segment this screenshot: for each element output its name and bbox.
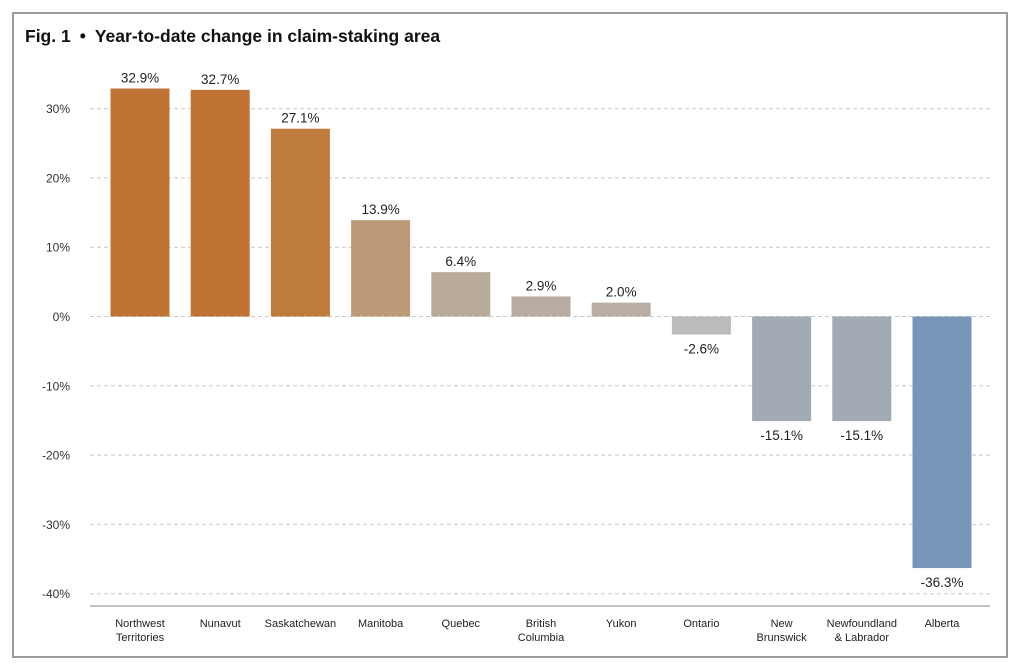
bar xyxy=(431,272,491,317)
y-tick-label: 10% xyxy=(46,241,70,255)
y-tick-label: 30% xyxy=(46,102,70,116)
data-label: 6.4% xyxy=(445,254,476,269)
title-separator: • xyxy=(79,26,86,46)
y-tick-label: -40% xyxy=(42,587,70,601)
data-label: -36.3% xyxy=(921,575,964,590)
y-tick-label: -20% xyxy=(42,449,70,463)
data-label: 32.9% xyxy=(121,71,159,86)
bar xyxy=(110,88,170,317)
x-tick-label: Yukon xyxy=(606,618,637,630)
bar xyxy=(912,316,972,569)
data-label: -15.1% xyxy=(760,428,803,443)
data-label: 13.9% xyxy=(361,202,399,217)
chart-title: Fig. 1 • Year-to-date change in claim-stak… xyxy=(25,26,440,47)
y-tick-label: -30% xyxy=(42,518,70,532)
y-tick-label: 20% xyxy=(46,171,70,185)
y-tick-label: 0% xyxy=(53,310,71,324)
bar xyxy=(671,316,731,335)
title-text: Year-to-date change in claim-staking are… xyxy=(94,26,441,46)
x-tick-label: Northwest Territories xyxy=(115,618,165,644)
bar xyxy=(351,220,411,317)
data-label: 2.0% xyxy=(606,285,637,300)
data-label: -2.6% xyxy=(684,342,719,357)
data-label: 27.1% xyxy=(281,111,319,126)
data-label: 2.9% xyxy=(526,278,557,293)
x-tick-label: Alberta xyxy=(925,618,961,630)
bar xyxy=(511,296,571,317)
x-tick-label: British Columbia xyxy=(518,618,565,644)
x-tick-label: Nunavut xyxy=(200,618,241,630)
y-tick-label: -10% xyxy=(42,379,70,393)
bar xyxy=(591,302,651,317)
bar xyxy=(832,316,892,422)
bar xyxy=(752,316,812,422)
data-label: 32.7% xyxy=(201,72,239,87)
x-tick-label: Newfoundland & Labrador xyxy=(827,618,897,644)
figure-label: Fig. 1 xyxy=(25,26,71,46)
x-tick-label: Ontario xyxy=(683,618,719,630)
x-tick-label: Manitoba xyxy=(358,618,404,630)
data-label: -15.1% xyxy=(840,428,883,443)
x-tick-label: Saskatchewan xyxy=(265,618,337,630)
x-tick-label: Quebec xyxy=(442,618,481,630)
x-tick-label: New Brunswick xyxy=(757,618,808,644)
bar xyxy=(270,128,330,317)
bar xyxy=(190,89,250,317)
